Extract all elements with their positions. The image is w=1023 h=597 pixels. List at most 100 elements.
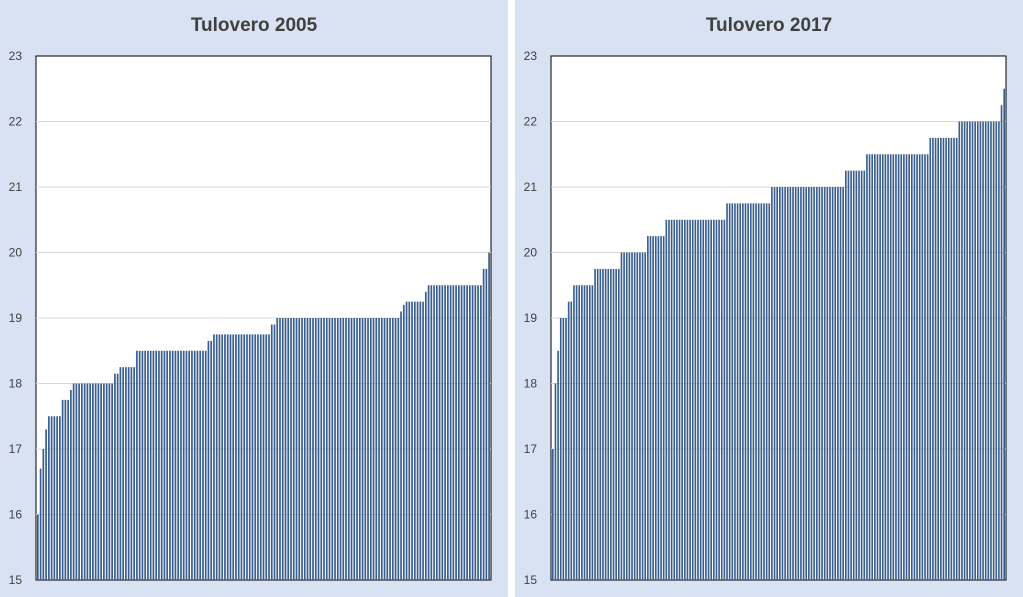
bar: [847, 170, 850, 581]
bar: [557, 350, 559, 580]
bar: [1003, 88, 1005, 580]
bar: [897, 154, 900, 580]
bar: [649, 236, 652, 581]
y-axis-ticks: 15 16 17 18 19 20 21 22 23: [9, 49, 23, 587]
bar: [617, 268, 620, 581]
bar: [794, 187, 797, 580]
bar: [446, 285, 449, 580]
bar: [199, 350, 202, 580]
bar: [435, 285, 438, 580]
bar-chart-2017: Tulovero 2017 15 16 17 18 19 20 21 22 23: [524, 15, 1007, 587]
bar: [75, 383, 78, 580]
bar: [243, 334, 246, 581]
bar: [581, 285, 583, 580]
bar-chart-2005: Tulovero 2005 15 16 17 18 19 20 21 22 23: [9, 15, 492, 587]
bar: [314, 318, 317, 580]
bar: [900, 154, 903, 580]
y-tick-label: 18: [524, 377, 538, 391]
bar: [213, 334, 215, 581]
chart-panel-2005: Tulovero 2005 15 16 17 18 19 20 21 22 23: [0, 0, 508, 597]
bar: [610, 268, 612, 581]
bar: [163, 350, 166, 580]
bar: [430, 285, 433, 580]
bar: [402, 304, 405, 580]
bar: [482, 268, 485, 581]
y-tick-label: 19: [9, 311, 23, 325]
bar: [408, 301, 411, 581]
bar: [992, 121, 995, 580]
bar: [323, 318, 325, 580]
bar: [81, 383, 83, 580]
bar: [850, 170, 852, 581]
bar: [94, 383, 97, 580]
bar: [702, 219, 705, 580]
bar: [441, 285, 444, 580]
bar: [276, 318, 279, 580]
bar: [744, 203, 747, 581]
bar: [229, 334, 232, 581]
bar: [317, 318, 320, 580]
bar: [728, 203, 731, 581]
bar: [37, 514, 39, 580]
bar: [565, 318, 567, 580]
bar: [273, 324, 276, 580]
bar: [463, 285, 466, 580]
bar: [268, 334, 270, 581]
y-tick-label: 23: [524, 49, 538, 63]
bar: [591, 285, 594, 580]
bar: [694, 219, 697, 580]
y-tick-label: 18: [9, 377, 23, 391]
bar: [868, 154, 871, 580]
bar: [108, 383, 111, 580]
bar: [130, 367, 133, 581]
bar: [419, 301, 422, 581]
bar: [389, 318, 391, 580]
bar: [116, 373, 119, 580]
bar: [641, 252, 644, 580]
bar: [193, 350, 196, 580]
bar: [265, 334, 268, 581]
bar: [699, 219, 702, 580]
bar: [686, 219, 689, 580]
bar: [433, 285, 435, 580]
bar: [583, 285, 586, 580]
bar: [874, 154, 876, 580]
bar: [119, 367, 122, 581]
bar: [485, 268, 488, 581]
bar: [594, 268, 596, 581]
y-tick-label: 22: [524, 115, 538, 129]
bar: [89, 383, 91, 580]
bar: [779, 187, 781, 580]
y-tick-label: 15: [524, 573, 538, 587]
bar: [884, 154, 887, 580]
bar: [984, 121, 987, 580]
bar: [937, 137, 940, 581]
bar: [226, 334, 229, 581]
bar: [191, 350, 193, 580]
bar: [358, 318, 361, 580]
bar: [808, 187, 810, 580]
bar: [100, 383, 102, 580]
bar: [842, 187, 844, 580]
bar: [852, 170, 855, 581]
bar: [103, 383, 105, 580]
bar: [411, 301, 413, 581]
bar: [749, 203, 752, 581]
bar: [215, 334, 218, 581]
bar: [61, 399, 64, 581]
bar: [950, 137, 953, 581]
bar: [218, 334, 221, 581]
bar: [270, 324, 273, 580]
y-tick-label: 17: [524, 442, 538, 456]
bar: [64, 399, 67, 581]
bar: [786, 187, 789, 580]
bar: [987, 121, 990, 580]
bar: [971, 121, 974, 580]
bar: [127, 367, 130, 581]
y-axis-ticks: 15 16 17 18 19 20 21 22 23: [524, 49, 538, 587]
bar: [422, 301, 424, 581]
bar: [53, 416, 56, 580]
bar: [367, 318, 369, 580]
bar: [612, 268, 615, 581]
bar: [400, 311, 402, 580]
